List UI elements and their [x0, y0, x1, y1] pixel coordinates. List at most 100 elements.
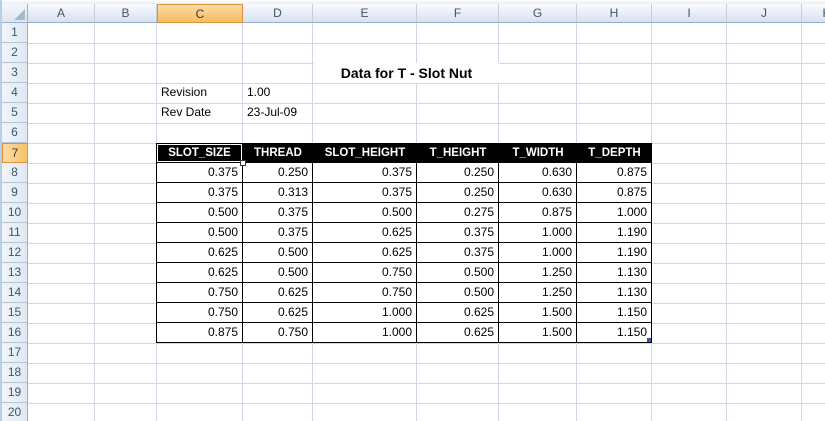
- cell[interactable]: 1.190: [577, 243, 652, 263]
- cell[interactable]: 0.875: [156, 323, 243, 343]
- cell[interactable]: 0.500: [243, 243, 313, 263]
- cell[interactable]: 1.190: [577, 223, 652, 243]
- row-header-8[interactable]: 8: [2, 163, 28, 183]
- row-header-2[interactable]: 2: [2, 43, 28, 63]
- cell[interactable]: 1.000: [499, 243, 577, 263]
- cell[interactable]: 0.625: [243, 283, 313, 303]
- row-header-9[interactable]: 9: [2, 183, 28, 203]
- cell[interactable]: 0.500: [417, 283, 499, 303]
- cell[interactable]: 0.275: [417, 203, 499, 223]
- rev-date-value-cell[interactable]: 23-Jul-09: [247, 105, 298, 119]
- row-header-20[interactable]: 20: [2, 403, 28, 421]
- row-header-10[interactable]: 10: [2, 203, 28, 223]
- cell[interactable]: 0.630: [499, 183, 577, 203]
- cell[interactable]: 0.500: [243, 263, 313, 283]
- cell[interactable]: 0.313: [243, 183, 313, 203]
- active-cell-slot-size[interactable]: SLOT_SIZE: [156, 143, 243, 163]
- cell[interactable]: 1.000: [577, 203, 652, 223]
- row-header-16[interactable]: 16: [2, 323, 28, 343]
- revision-value-cell[interactable]: 1.00: [247, 85, 271, 99]
- cell[interactable]: 0.500: [156, 223, 243, 243]
- row-header-15[interactable]: 15: [2, 303, 28, 323]
- row-header-3[interactable]: 3: [2, 63, 28, 83]
- column-header-j[interactable]: J: [727, 4, 802, 23]
- column-header-h[interactable]: H: [577, 4, 652, 23]
- cell[interactable]: 0.750: [243, 323, 313, 343]
- cell[interactable]: 0.375: [417, 243, 499, 263]
- cell[interactable]: 0.375: [313, 163, 417, 183]
- row-header-1[interactable]: 1: [2, 23, 28, 43]
- column-header-g[interactable]: G: [499, 4, 577, 23]
- row-header-14[interactable]: 14: [2, 283, 28, 303]
- cell[interactable]: 1.000: [499, 223, 577, 243]
- cell[interactable]: 1.130: [577, 283, 652, 303]
- table-header-cell[interactable]: THREAD: [243, 143, 313, 163]
- row-header-12[interactable]: 12: [2, 243, 28, 263]
- row-header-18[interactable]: 18: [2, 363, 28, 383]
- cell[interactable]: 1.500: [499, 303, 577, 323]
- cell[interactable]: 0.625: [417, 303, 499, 323]
- cell[interactable]: 0.625: [313, 243, 417, 263]
- column-header-a[interactable]: A: [28, 4, 95, 23]
- cell[interactable]: 0.625: [417, 323, 499, 343]
- cell[interactable]: 0.625: [156, 263, 243, 283]
- cell[interactable]: 0.375: [156, 163, 243, 183]
- row-header-19[interactable]: 19: [2, 383, 28, 403]
- cell[interactable]: 1.500: [499, 323, 577, 343]
- table-header-cell[interactable]: T_DEPTH: [577, 143, 652, 163]
- cell[interactable]: 0.625: [243, 303, 313, 323]
- cell[interactable]: 0.375: [417, 223, 499, 243]
- cell[interactable]: 0.375: [243, 203, 313, 223]
- row-header-17[interactable]: 17: [2, 343, 28, 363]
- cell[interactable]: 0.750: [313, 283, 417, 303]
- cell[interactable]: 1.250: [499, 283, 577, 303]
- select-all-button[interactable]: [2, 4, 28, 23]
- cell[interactable]: 0.375: [156, 183, 243, 203]
- row-header-11[interactable]: 11: [2, 223, 28, 243]
- cell[interactable]: 0.375: [243, 223, 313, 243]
- table-header-cell[interactable]: T_HEIGHT: [417, 143, 499, 163]
- column-header-b[interactable]: B: [95, 4, 157, 23]
- cell[interactable]: 0.500: [313, 203, 417, 223]
- cell[interactable]: 0.630: [499, 163, 577, 183]
- cell[interactable]: 1.250: [499, 263, 577, 283]
- column-header-i[interactable]: I: [652, 4, 727, 23]
- row-header-7-selected[interactable]: 7: [2, 143, 28, 163]
- row-header-13[interactable]: 13: [2, 263, 28, 283]
- cell[interactable]: 0.625: [313, 223, 417, 243]
- cell[interactable]: 0.875: [577, 163, 652, 183]
- rev-date-label-cell[interactable]: Rev Date: [161, 105, 212, 119]
- cell[interactable]: 0.250: [417, 183, 499, 203]
- column-header-d[interactable]: D: [243, 4, 313, 23]
- cell[interactable]: 0.500: [417, 263, 499, 283]
- cell[interactable]: 0.750: [156, 283, 243, 303]
- cell[interactable]: 0.625: [156, 243, 243, 263]
- sheet-title-cell[interactable]: Data for T - Slot Nut: [314, 63, 499, 83]
- revision-label-cell[interactable]: Revision: [161, 85, 208, 99]
- column-header-c-selected[interactable]: C: [157, 4, 243, 23]
- row-header-4[interactable]: 4: [2, 83, 28, 103]
- cell[interactable]: 0.250: [243, 163, 313, 183]
- cell[interactable]: 1.150: [577, 323, 652, 343]
- column-header-e[interactable]: E: [313, 4, 417, 23]
- column-header-k[interactable]: K: [802, 4, 825, 23]
- cell[interactable]: 0.750: [156, 303, 243, 323]
- cell[interactable]: 0.750: [313, 263, 417, 283]
- row-header-5[interactable]: 5: [2, 103, 28, 123]
- cell[interactable]: 1.130: [577, 263, 652, 283]
- cell[interactable]: 0.250: [417, 163, 499, 183]
- cell[interactable]: 1.000: [313, 303, 417, 323]
- table-corner-marker[interactable]: [647, 338, 651, 342]
- cell[interactable]: 0.875: [499, 203, 577, 223]
- cell[interactable]: 1.000: [313, 323, 417, 343]
- table-header-cell[interactable]: T_WIDTH: [499, 143, 577, 163]
- table-header-cell[interactable]: SLOT_HEIGHT: [313, 143, 417, 163]
- cell[interactable]: 0.500: [156, 203, 243, 223]
- cell[interactable]: 1.150: [577, 303, 652, 323]
- row-header-6[interactable]: 6: [2, 123, 28, 143]
- cell[interactable]: 0.875: [577, 183, 652, 203]
- cell[interactable]: 0.375: [313, 183, 417, 203]
- column-header-f[interactable]: F: [417, 4, 499, 23]
- fill-handle[interactable]: [240, 160, 246, 166]
